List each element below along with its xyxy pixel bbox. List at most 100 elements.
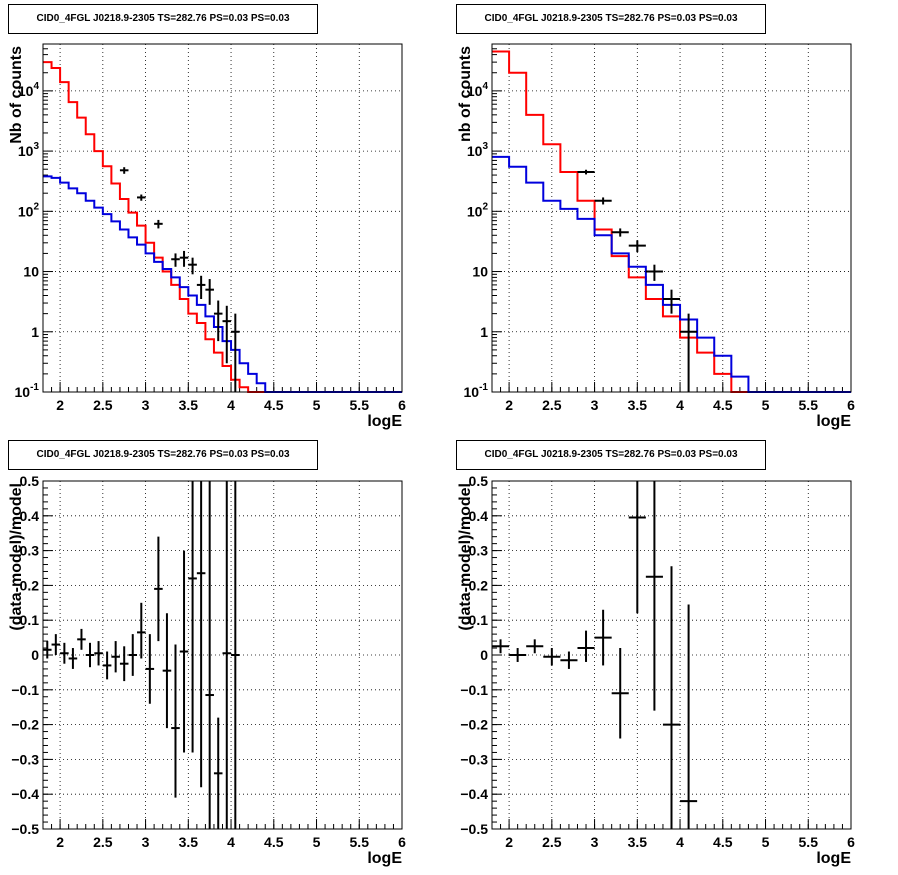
y-axis-label: (data-model)/model	[457, 483, 474, 631]
data-point	[77, 628, 86, 650]
y-tick-label: 0.5	[469, 473, 489, 489]
panel-2-title-box: CID0_4FGL J0218.9-2305 TS=282.76 PS=0.03…	[456, 4, 766, 34]
x-tick-label: 4.5	[264, 834, 284, 850]
y-tick-label: 0.5	[20, 473, 40, 489]
x-tick-label: 4.5	[264, 397, 284, 413]
y-tick-label: 104	[467, 81, 489, 99]
y-tick-label: 0.3	[469, 543, 489, 559]
panel-3-title: CID0_4FGL J0218.9-2305 TS=282.76 PS=0.03…	[36, 449, 290, 460]
data-point	[102, 651, 112, 680]
x-tick-label: 2.5	[542, 834, 562, 850]
data-point	[119, 646, 129, 682]
y-tick-label: 103	[467, 141, 489, 159]
y-tick-label: 0.1	[20, 612, 40, 628]
data-point	[205, 481, 214, 829]
panel-2-title: CID0_4FGL J0218.9-2305 TS=282.76 PS=0.03…	[484, 13, 738, 24]
model-total-histogram	[43, 61, 402, 393]
y-tick-label: −0.2	[11, 717, 39, 733]
x-tick-label: 5	[762, 834, 770, 850]
panel-4-title-box: CID0_4FGL J0218.9-2305 TS=282.76 PS=0.03…	[456, 440, 766, 470]
x-tick-label: 3	[591, 834, 599, 850]
data-point	[222, 305, 232, 364]
data-point	[51, 634, 61, 655]
data-point	[179, 550, 189, 753]
x-tick-label: 3	[142, 834, 150, 850]
data-point	[85, 642, 95, 668]
y-tick-label: −0.1	[11, 682, 39, 698]
x-tick-label: 6	[847, 397, 855, 413]
data-point	[43, 641, 52, 659]
x-axis-label: logE	[816, 413, 851, 430]
data-point	[196, 481, 206, 788]
x-tick-label: 3.5	[179, 834, 199, 850]
data-point	[645, 264, 663, 281]
data-point	[60, 642, 69, 664]
x-tick-label: 2.5	[93, 397, 113, 413]
y-tick-label: 102	[18, 201, 40, 219]
data-point	[171, 644, 180, 798]
y-tick-label: 1	[31, 324, 39, 340]
x-tick-label: 3.5	[179, 397, 199, 413]
x-tick-label: 3.5	[628, 834, 648, 850]
x-tick-label: 4	[227, 834, 235, 850]
data-point	[662, 289, 681, 314]
y-tick-label: −0.4	[11, 786, 39, 802]
plot-frame	[491, 480, 852, 830]
panel-3-title-box: CID0_4FGL J0218.9-2305 TS=282.76 PS=0.03…	[8, 440, 318, 470]
y-tick-label: 0.2	[20, 577, 40, 593]
data-point	[171, 253, 180, 267]
x-tick-label: 2	[56, 397, 64, 413]
panel-4: 2 2.5 3 3.5 4 4.5 5 5.5 6 −0.5 −0.4 −0.3 −0.2 −0.1 0 0.…	[457, 473, 855, 867]
y-tick-label: −0.3	[460, 751, 488, 767]
x-tick-label: 2.5	[93, 834, 113, 850]
data-point	[68, 648, 78, 669]
data-point	[222, 481, 232, 829]
data-point	[154, 219, 163, 229]
x-tick-label: 5	[313, 834, 321, 850]
data-point	[492, 639, 510, 654]
panel-1: 2 2.5 3 3.5 4 4.5 5 5.5 6 10-1 1 10 102 103 104 logE Nb …	[8, 43, 406, 430]
y-tick-label: 10-1	[15, 382, 40, 400]
data-point	[111, 641, 120, 673]
y-tick-label: 10-1	[464, 382, 489, 400]
data-point	[543, 648, 561, 666]
x-tick-label: 4	[676, 834, 684, 850]
x-tick-label: 5.5	[350, 397, 370, 413]
panel-4-title: CID0_4FGL J0218.9-2305 TS=282.76 PS=0.03…	[484, 449, 738, 460]
model-source-histogram	[492, 155, 851, 393]
data-point	[577, 630, 595, 662]
model-total-histogram	[492, 50, 851, 393]
data-point	[213, 717, 223, 829]
data-point	[145, 634, 155, 704]
data-point	[137, 602, 146, 659]
data-point	[179, 250, 189, 267]
data-point	[137, 194, 146, 201]
data-point	[577, 169, 595, 175]
data-point	[213, 300, 223, 342]
data-point	[231, 313, 240, 392]
data-point	[680, 604, 698, 829]
x-tick-label: 3	[591, 397, 599, 413]
data-point	[594, 197, 612, 205]
y-tick-label: 0.3	[20, 543, 40, 559]
data-point	[231, 481, 240, 829]
panel-1-title: CID0_4FGL J0218.9-2305 TS=282.76 PS=0.03…	[36, 13, 290, 24]
panel-3: 2 2.5 3 3.5 4 4.5 5 5.5 6 −0.5 −0.4 −0.3 −0.2 −0.1 0 0.…	[8, 473, 406, 867]
data-point	[188, 257, 197, 275]
y-tick-label: −0.4	[460, 786, 488, 802]
data-point	[188, 481, 197, 753]
x-tick-label: 6	[398, 834, 406, 850]
data-point	[628, 240, 646, 253]
x-tick-label: 3.5	[628, 397, 648, 413]
y-tick-label: 0	[480, 647, 488, 663]
x-tick-label: 2	[505, 834, 513, 850]
x-tick-label: 5.5	[350, 834, 370, 850]
y-tick-label: 0.4	[20, 508, 40, 524]
y-tick-label: 0.2	[469, 577, 489, 593]
x-tick-label: 5	[313, 397, 321, 413]
x-tick-label: 5.5	[799, 397, 819, 413]
x-tick-label: 5.5	[799, 834, 819, 850]
data-point	[611, 648, 629, 739]
data-point	[509, 648, 527, 662]
